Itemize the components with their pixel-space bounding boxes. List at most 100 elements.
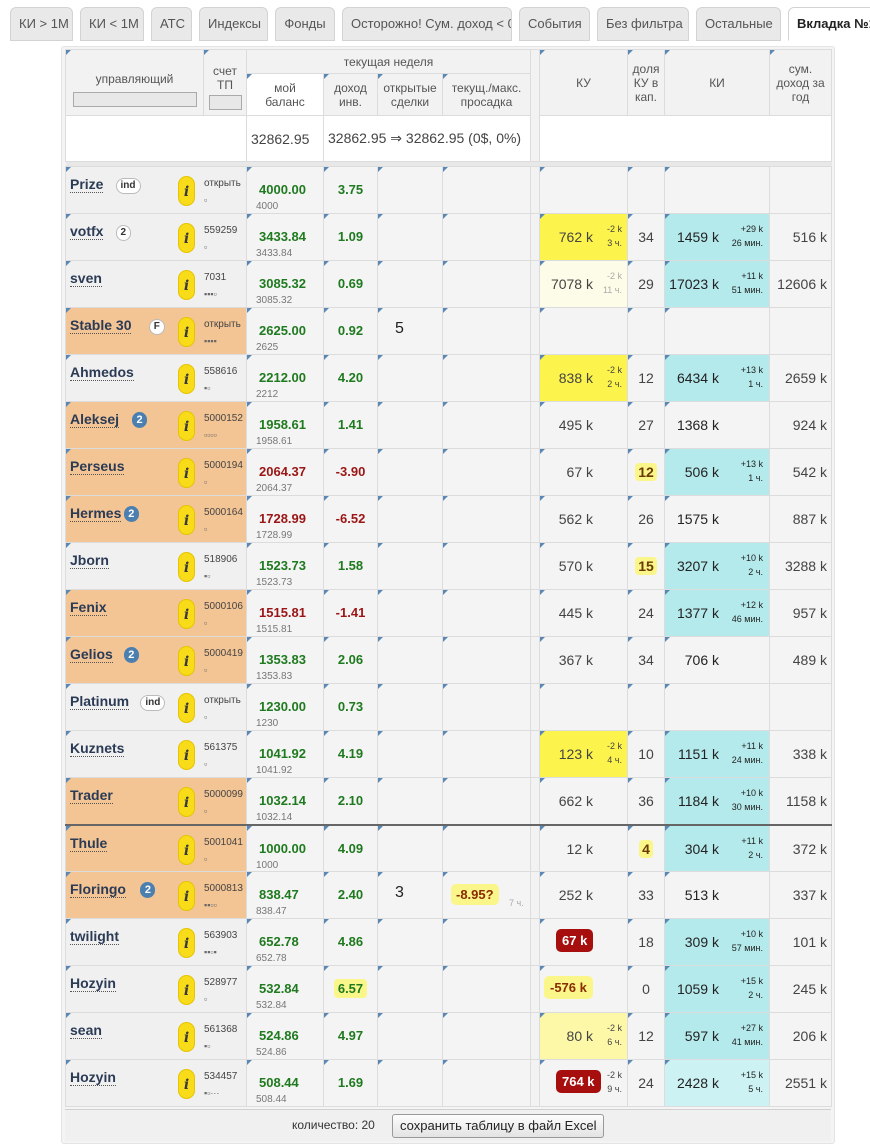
account-link[interactable]: 5001041 [204,836,243,848]
header-drawdown[interactable]: текущ./макс. просадка [442,73,531,116]
tab-9[interactable]: Вкладка №16 [788,7,870,41]
info-icon[interactable]: i [178,317,195,347]
account-link[interactable]: 528977 [204,977,238,988]
info-icon[interactable]: i [178,176,195,206]
manager-name-link[interactable]: Prize [70,176,104,193]
account-link[interactable]: открыть [204,178,241,189]
drawdown-cell [442,401,531,449]
account-link[interactable]: 5000813 [204,883,243,894]
manager-name-link[interactable]: Stable 30 [70,317,132,334]
tab-3[interactable]: Индексы [199,7,268,41]
manager-name-link[interactable]: Thule [70,834,108,852]
tab-7[interactable]: Без фильтра [597,7,689,41]
account-link[interactable]: 5000164 [204,507,243,518]
header-income-inv[interactable]: доход инв. [323,73,378,116]
header-ku-share[interactable]: доля КУ в кап. [627,49,665,116]
tab-4[interactable]: Фонды [275,7,335,41]
account-link[interactable]: 559259 [204,225,238,236]
info-icon[interactable]: i [178,646,195,676]
open-deals[interactable]: 5 [395,320,404,337]
manager-name-link[interactable]: Platinum [70,693,130,710]
header-my-balance[interactable]: мой баланс [246,73,324,116]
manager-name-link[interactable]: Trader [70,787,113,804]
account-link[interactable]: 5000099 [204,789,243,800]
header-manager[interactable]: управляющий [65,49,204,116]
balance-sub: 2064.37 [256,483,293,494]
info-icon[interactable]: i [178,1069,195,1099]
account-link[interactable]: 563903 [204,930,238,941]
open-deals[interactable]: 3 [395,884,404,901]
manager-name-link[interactable]: sean [70,1022,102,1039]
info-icon[interactable]: i [178,552,195,582]
income-value: 1.58 [337,558,364,573]
manager-name-link[interactable]: sven [70,270,102,287]
ku-cell: 7078 k -2 k 11 ч. [539,260,628,308]
manager-filter-box[interactable] [72,92,197,107]
header-ku[interactable]: КУ [539,49,628,116]
info-icon[interactable]: i [178,364,195,394]
manager-name-link[interactable]: Hozyin [70,1069,116,1086]
manager-name-link[interactable]: Hermes [70,505,122,522]
tab-6[interactable]: События [519,7,590,41]
info-icon[interactable]: i [178,270,195,300]
manager-name-link[interactable]: Hozyin [70,975,116,992]
table-row: Platinum ind i открыть ▫ 1230.00 1230 0.… [65,683,832,731]
account-link[interactable]: 534457 [204,1071,238,1082]
manager-name-link[interactable]: Jborn [70,552,109,569]
manager-name-link[interactable]: Perseus [70,458,125,475]
manager-name-link[interactable]: twilight [70,928,119,945]
manager-name-link[interactable]: Kuznets [70,740,125,757]
account-link[interactable]: 558616 [204,366,238,377]
my-balance: 1032.14 [259,793,306,808]
info-icon[interactable]: i [178,975,195,1005]
info-icon[interactable]: i [178,881,195,911]
account-link[interactable]: 7031 [204,272,227,283]
info-icon[interactable]: i [178,223,195,253]
tab-1[interactable]: КИ < 1М [80,7,144,41]
account-link[interactable]: 518906 [204,554,238,565]
info-icon[interactable]: i [178,834,195,865]
header-account[interactable]: счет ТП [203,49,247,116]
header-open-deals[interactable]: открытые сделки [377,73,443,116]
account-link[interactable]: 5000194 [204,460,243,471]
manager-name-link[interactable]: Fenix [70,599,107,616]
info-icon[interactable]: i [178,740,195,770]
ku-share-cell: 36 [627,777,665,825]
header-ki[interactable]: КИ [664,49,770,116]
account-link[interactable]: 5000106 [204,601,243,612]
ku-cell: 570 k [539,542,628,590]
tab-2[interactable]: АТС [151,7,192,41]
header-sum-income[interactable]: сум. доход за год [769,49,832,116]
info-icon[interactable]: i [178,1022,195,1052]
info-icon[interactable]: i [178,505,195,535]
tab-5[interactable]: Осторожно! Сум. доход < 0 [342,7,512,41]
info-icon[interactable]: i [178,928,195,958]
account-link[interactable]: открыть [204,695,241,706]
manager-name-link[interactable]: Gelios [70,646,113,663]
account-link[interactable]: 561375 [204,742,238,753]
info-icon[interactable]: i [178,411,195,441]
account-link[interactable]: 561368 [204,1024,238,1035]
column-separator [530,260,540,308]
account-link[interactable]: 5000419 [204,648,243,659]
table-row: Kuznets i 561375 ▫ 1041.92 1041.92 4.19 [65,730,832,778]
balance-sub: 524.86 [256,1047,287,1058]
manager-name-link[interactable]: votfx [70,223,104,240]
column-separator [530,918,540,966]
info-icon[interactable]: i [178,787,195,817]
manager-name-link[interactable]: Floringo [70,881,126,898]
income-cell: 2.40 [323,871,378,919]
account-filter-box[interactable] [208,94,242,110]
account-link[interactable]: 5000152 [204,413,243,424]
tab-8[interactable]: Остальные [696,7,781,41]
deals-cell [377,730,443,778]
export-excel-button[interactable]: сохранить таблицу в файл Excel [392,1114,605,1138]
account-link[interactable]: открыть [204,319,241,330]
info-icon[interactable]: i [178,458,195,488]
manager-name-link[interactable]: Ahmedos [70,364,134,381]
info-icon[interactable]: i [178,599,195,629]
ki-delta: +13 k [740,365,763,375]
manager-name-link[interactable]: Aleksej [70,411,120,428]
info-icon[interactable]: i [178,693,195,723]
tab-0[interactable]: КИ > 1М [10,7,73,41]
